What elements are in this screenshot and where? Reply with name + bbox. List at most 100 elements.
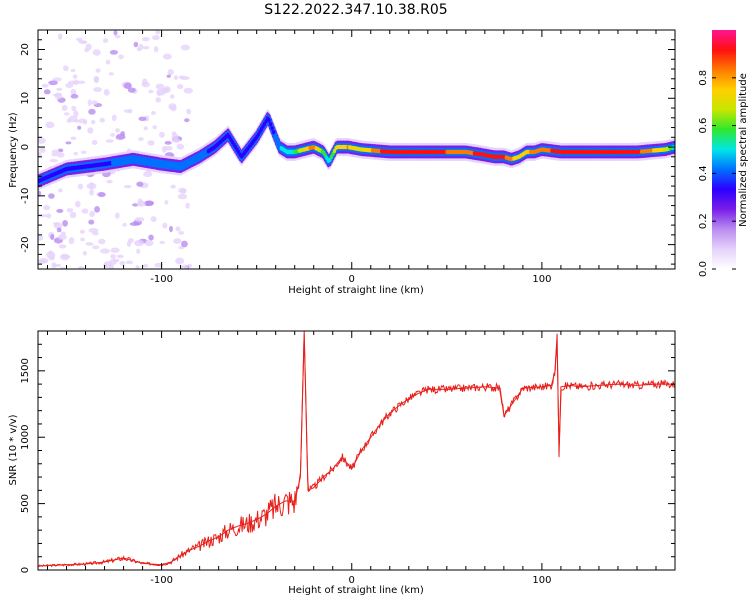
- spectrogram-speckle: [173, 75, 179, 81]
- spectrogram-speckle: [70, 136, 77, 141]
- spectrogram-speckle: [162, 222, 168, 229]
- spectrogram-speckle: [65, 82, 74, 88]
- spectrogram-xtick-label: 0: [349, 274, 355, 285]
- spectrogram-speckle: [88, 108, 96, 115]
- spectrogram-speckle: [43, 205, 51, 211]
- spectrogram-speckle: [108, 72, 114, 76]
- spectrogram-cell: [276, 141, 280, 146]
- spectrogram-cell: [275, 137, 279, 143]
- spectrogram-speckle: [52, 77, 62, 82]
- snr-xtick-label: 100: [532, 575, 551, 586]
- spectrogram-speckle: [97, 192, 106, 198]
- spectrogram-speckle: [58, 188, 63, 193]
- spectrogram-speckle: [77, 266, 85, 269]
- spectrogram-xlabel: Height of straight line (km): [288, 285, 424, 296]
- spectrogram-speckle: [142, 78, 148, 86]
- spectrogram-speckle: [85, 242, 94, 246]
- spectrogram-speckle: [64, 112, 70, 116]
- spectrogram-xtick-label: -100: [150, 274, 173, 285]
- spectrogram-speckle: [77, 183, 84, 190]
- spectrogram-speckle: [143, 171, 153, 178]
- snr-xtick-label: -100: [150, 575, 173, 586]
- spectrogram-speckle: [106, 179, 113, 184]
- spectrogram-speckle: [171, 138, 181, 143]
- spectrogram-speckle: [79, 229, 85, 234]
- spectrogram-speckle: [43, 89, 51, 95]
- snr-ytick-label: 1000: [20, 424, 31, 449]
- spectrogram-speckle: [175, 226, 181, 232]
- spectrogram-speckle: [38, 151, 42, 158]
- spectrogram-speckle: [176, 143, 185, 150]
- spectrogram-speckle: [136, 200, 146, 207]
- spectrogram-speckle: [156, 90, 162, 96]
- colorbar-label: Normalized spectral amplitude: [738, 73, 749, 227]
- colorbar-ticks: 0.0 0.2 0.4 0.6 0.8: [698, 70, 736, 277]
- snr-xtick-label: 0: [349, 575, 355, 586]
- spectrogram-speckle: [78, 118, 86, 124]
- spectrogram-speckle: [173, 238, 182, 244]
- spectrogram-speckle: [178, 187, 187, 193]
- spectrogram-speckle: [184, 118, 190, 123]
- colorbar-tick-label: 0.6: [698, 118, 709, 134]
- spectrogram-speckle: [115, 128, 120, 133]
- spectrogram-speckle: [71, 105, 77, 112]
- spectrogram-speckle: [109, 49, 118, 55]
- spectrogram-speckle: [72, 74, 78, 79]
- spectrogram-speckle: [153, 46, 159, 53]
- spectrogram-speckle: [127, 87, 136, 93]
- spectrogram-speckle: [164, 140, 172, 145]
- spectrogram-speckle: [129, 222, 140, 226]
- spectrogram-speckle: [56, 87, 63, 91]
- spectrogram-cell: [273, 133, 277, 139]
- spectrogram-speckle: [87, 99, 92, 106]
- spectrogram-ytick-label: -20: [20, 236, 31, 252]
- spectrogram-speckle: [99, 117, 105, 123]
- spectrogram-speckle: [115, 133, 126, 140]
- spectrogram-speckle: [57, 33, 63, 40]
- spectrogram-speckle: [103, 263, 108, 269]
- spectrogram-speckle: [142, 36, 150, 42]
- spectrogram-speckle: [87, 127, 94, 134]
- spectrogram-speckle: [100, 248, 110, 254]
- spectrogram-speckle: [80, 237, 85, 242]
- spectrogram-ytick-label: 20: [20, 43, 31, 56]
- spectrogram-speckle: [180, 76, 190, 81]
- spectrogram-speckle: [155, 97, 162, 103]
- spectrogram-speckle: [142, 45, 150, 50]
- spectrogram-speckle: [118, 54, 124, 60]
- spectrogram-ylabel: Frequency (Hz): [8, 112, 19, 188]
- spectrogram-speckle: [70, 94, 79, 99]
- spectrogram-speckle: [175, 257, 185, 265]
- snr-xlabel: Height of straight line (km): [288, 585, 424, 596]
- snr-ytick-label: 500: [20, 494, 31, 513]
- spectrogram-speckle: [50, 234, 55, 241]
- colorbar-tick-label: 0.8: [698, 70, 709, 86]
- spectrogram-speckle: [142, 264, 149, 268]
- spectrogram-speckle: [159, 240, 166, 245]
- spectrogram-speckle: [148, 89, 154, 94]
- spectrogram-speckle: [94, 205, 100, 213]
- spectrogram-ytick-label: -10: [20, 188, 31, 204]
- spectrogram-speckle: [135, 265, 140, 269]
- spectrogram-speckle: [134, 239, 144, 247]
- spectrogram-speckle: [91, 100, 99, 105]
- spectrogram-speckle: [89, 188, 95, 196]
- spectrogram-speckle: [48, 193, 55, 199]
- spectrogram-speckle: [66, 208, 74, 213]
- spectrogram-speckle: [46, 251, 56, 259]
- spectrogram-speckle: [74, 119, 80, 123]
- spectrogram-speckle: [75, 200, 81, 208]
- spectrogram-speckle: [133, 41, 139, 48]
- spectrogram-speckle: [138, 43, 144, 50]
- spectrogram-speckle: [116, 254, 124, 259]
- spectrogram-speckle: [81, 208, 89, 214]
- spectrogram-speckle: [113, 30, 118, 36]
- spectrogram-speckle: [162, 53, 172, 60]
- spectrogram-speckle: [185, 202, 190, 209]
- colorbar-tick-label: 0.0: [698, 261, 709, 277]
- spectrogram-speckle: [51, 149, 60, 155]
- spectrogram-speckle: [136, 248, 141, 254]
